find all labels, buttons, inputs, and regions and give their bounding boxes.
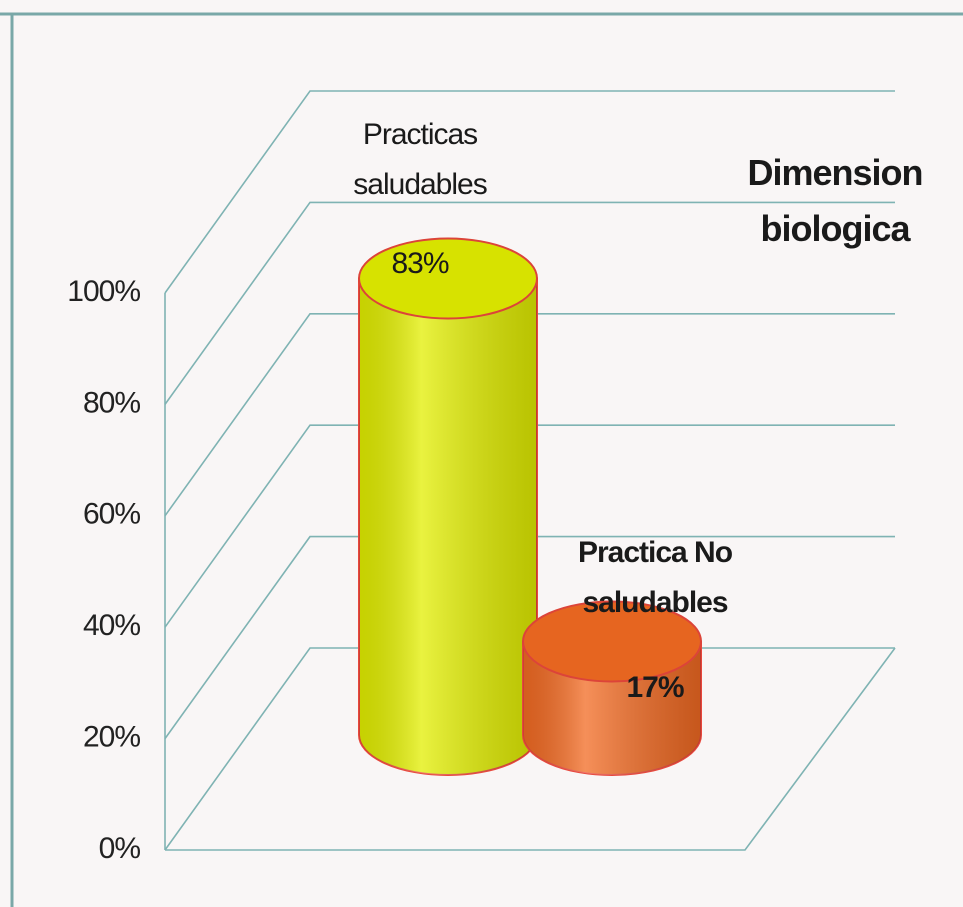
y-tick-label: 60% <box>83 498 140 531</box>
grid-line <box>164 90 895 294</box>
grid-line <box>164 424 895 628</box>
y-tick-label: 40% <box>83 609 140 642</box>
y-tick-label: 100% <box>67 275 140 308</box>
value-label: 83% <box>391 246 449 280</box>
category-label: Practicas saludables <box>353 118 487 201</box>
category-label: Practica No saludables <box>577 536 733 619</box>
chart-title: Dimension biologica <box>747 152 923 249</box>
bar-shade <box>359 278 537 775</box>
bars <box>358 237 702 776</box>
floor <box>165 647 896 851</box>
grid-line <box>164 535 895 740</box>
bar <box>358 237 538 776</box>
y-tick-label: 0% <box>99 832 141 865</box>
bar <box>522 600 702 776</box>
bar-top <box>522 600 702 683</box>
value-label: 17% <box>626 671 684 704</box>
y-tick-label: 20% <box>83 721 140 754</box>
bar-top <box>358 237 538 320</box>
grid: 0% 20% 40% 60% 80% 100% <box>67 90 896 865</box>
grid-line <box>164 313 895 517</box>
y-tick-label: 80% <box>83 386 140 419</box>
grid-line <box>164 201 895 405</box>
